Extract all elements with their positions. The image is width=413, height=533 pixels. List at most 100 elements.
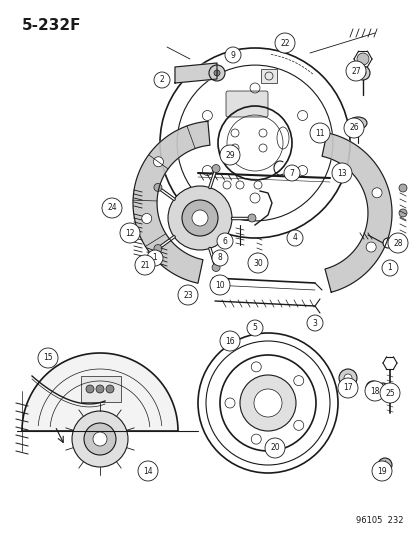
Text: 6: 6: [222, 237, 227, 246]
Circle shape: [377, 383, 387, 393]
Circle shape: [371, 188, 381, 198]
Circle shape: [219, 331, 240, 351]
Circle shape: [84, 423, 116, 455]
Circle shape: [286, 230, 302, 246]
Circle shape: [216, 233, 233, 249]
Circle shape: [293, 421, 303, 430]
Circle shape: [251, 362, 261, 372]
Circle shape: [96, 385, 104, 393]
Circle shape: [240, 375, 295, 431]
Text: 8: 8: [217, 254, 222, 262]
Circle shape: [209, 65, 224, 81]
Circle shape: [154, 245, 161, 253]
Circle shape: [86, 385, 94, 393]
FancyBboxPatch shape: [225, 91, 267, 117]
Circle shape: [254, 389, 281, 417]
Polygon shape: [175, 63, 216, 83]
Circle shape: [147, 250, 163, 266]
Text: 19: 19: [376, 466, 386, 475]
Circle shape: [387, 233, 407, 253]
Circle shape: [182, 200, 218, 236]
Circle shape: [247, 320, 262, 336]
Circle shape: [93, 432, 107, 446]
Text: 17: 17: [342, 384, 352, 392]
Circle shape: [168, 186, 231, 250]
Circle shape: [382, 238, 392, 248]
Circle shape: [343, 374, 351, 382]
Text: 1: 1: [387, 263, 392, 272]
Text: 96105  232: 96105 232: [356, 516, 403, 525]
Circle shape: [192, 210, 207, 226]
Circle shape: [135, 255, 154, 275]
Circle shape: [331, 163, 351, 183]
Text: 12: 12: [125, 229, 134, 238]
Text: 2: 2: [159, 76, 164, 85]
Circle shape: [337, 378, 357, 398]
Circle shape: [283, 165, 299, 181]
Text: 30: 30: [252, 259, 262, 268]
Circle shape: [72, 411, 128, 467]
Polygon shape: [22, 353, 178, 431]
Circle shape: [365, 242, 375, 252]
Text: 22: 22: [280, 38, 289, 47]
Text: 23: 23: [183, 290, 192, 300]
Circle shape: [209, 275, 230, 295]
Circle shape: [154, 72, 170, 88]
Circle shape: [153, 157, 163, 167]
Circle shape: [306, 315, 322, 331]
Text: 20: 20: [270, 443, 279, 453]
Circle shape: [355, 66, 369, 80]
Text: 13: 13: [336, 168, 346, 177]
Ellipse shape: [348, 117, 366, 129]
Circle shape: [381, 260, 397, 276]
Circle shape: [345, 61, 365, 81]
Text: 1: 1: [152, 254, 157, 262]
Text: 3: 3: [312, 319, 317, 327]
FancyBboxPatch shape: [81, 376, 121, 402]
Circle shape: [274, 33, 294, 53]
Text: 5-232F: 5-232F: [22, 18, 81, 33]
Text: 24: 24: [107, 204, 116, 213]
Text: 25: 25: [384, 389, 394, 398]
Circle shape: [141, 214, 152, 223]
Circle shape: [120, 223, 140, 243]
Circle shape: [343, 118, 363, 138]
Circle shape: [356, 53, 368, 65]
Circle shape: [38, 348, 58, 368]
Circle shape: [211, 263, 220, 271]
Text: 5: 5: [252, 324, 257, 333]
Circle shape: [219, 145, 240, 165]
Circle shape: [365, 381, 379, 395]
Circle shape: [224, 398, 235, 408]
Circle shape: [106, 385, 114, 393]
Text: 26: 26: [348, 124, 358, 133]
Circle shape: [214, 70, 219, 76]
FancyBboxPatch shape: [260, 69, 276, 83]
Circle shape: [309, 123, 329, 143]
Circle shape: [293, 376, 303, 386]
Text: 27: 27: [350, 67, 360, 76]
Circle shape: [264, 438, 284, 458]
Text: 4: 4: [292, 233, 297, 243]
Circle shape: [359, 70, 365, 76]
Circle shape: [224, 47, 240, 63]
Circle shape: [398, 184, 406, 192]
Circle shape: [338, 369, 356, 387]
Text: 9: 9: [230, 51, 235, 60]
Text: 7: 7: [289, 168, 294, 177]
Text: 15: 15: [43, 353, 53, 362]
Circle shape: [251, 434, 261, 444]
Text: 18: 18: [369, 386, 379, 395]
Circle shape: [138, 461, 158, 481]
Text: 28: 28: [392, 238, 402, 247]
Circle shape: [377, 458, 391, 472]
Text: 29: 29: [225, 150, 234, 159]
Text: 16: 16: [225, 336, 234, 345]
Circle shape: [371, 461, 391, 481]
Circle shape: [102, 198, 122, 218]
Circle shape: [211, 250, 228, 266]
Circle shape: [219, 355, 315, 451]
Polygon shape: [321, 133, 391, 292]
Circle shape: [364, 381, 384, 401]
Circle shape: [379, 383, 399, 403]
